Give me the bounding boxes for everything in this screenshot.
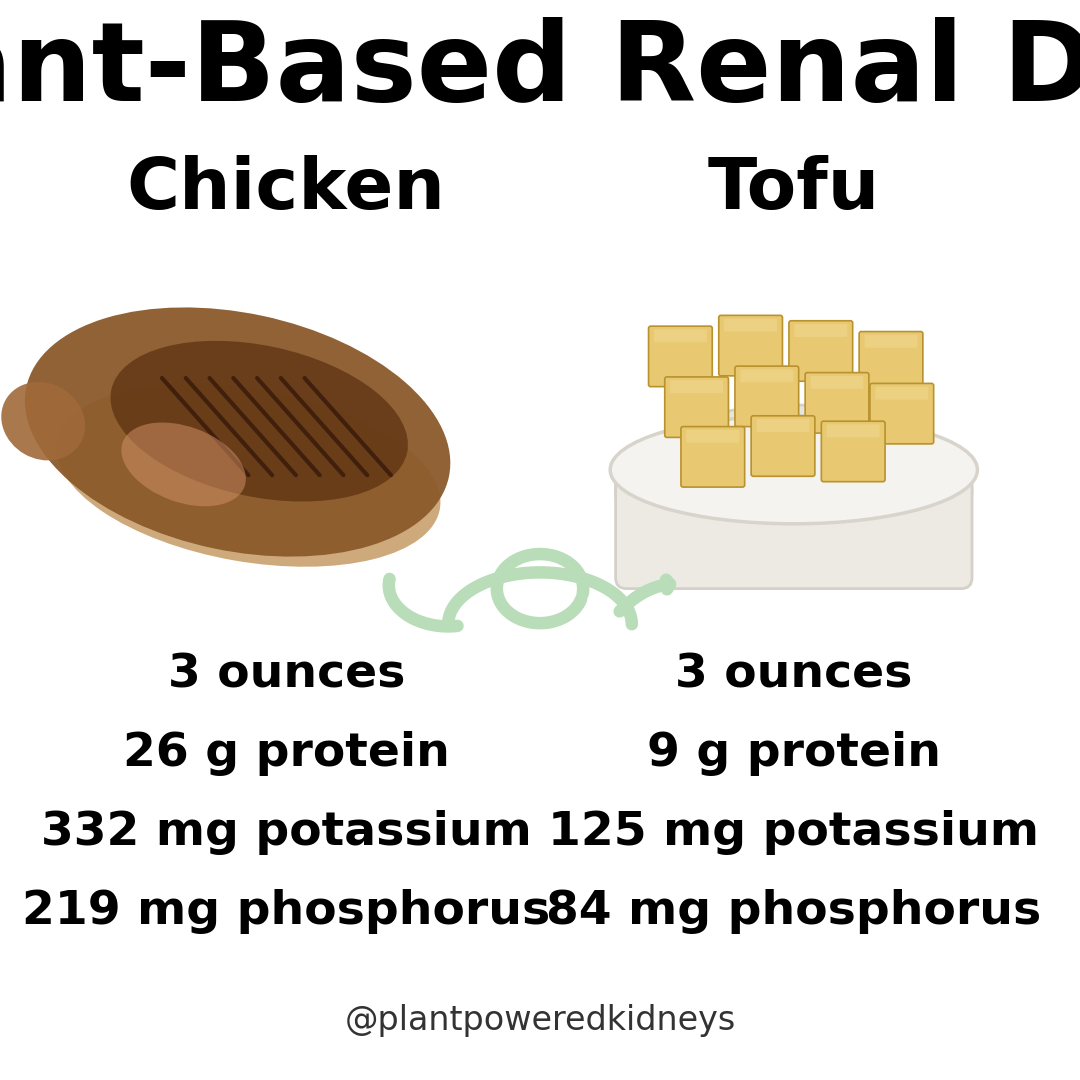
FancyBboxPatch shape	[876, 387, 929, 400]
FancyBboxPatch shape	[860, 332, 922, 392]
Ellipse shape	[1, 382, 85, 460]
FancyBboxPatch shape	[724, 319, 778, 332]
Text: Chicken: Chicken	[126, 154, 446, 224]
Text: 219 mg phosphorus: 219 mg phosphorus	[22, 889, 551, 934]
Text: @plantpoweredkidneys: @plantpoweredkidneys	[345, 1004, 735, 1037]
FancyBboxPatch shape	[864, 335, 918, 348]
FancyBboxPatch shape	[616, 459, 972, 589]
Text: Tofu: Tofu	[707, 154, 880, 224]
FancyBboxPatch shape	[654, 329, 707, 342]
Text: 332 mg potassium: 332 mg potassium	[41, 810, 531, 855]
FancyBboxPatch shape	[810, 376, 864, 389]
FancyBboxPatch shape	[719, 315, 782, 376]
Text: 3 ounces: 3 ounces	[675, 652, 913, 698]
Ellipse shape	[110, 341, 408, 501]
Ellipse shape	[121, 422, 246, 507]
Text: 84 mg phosphorus: 84 mg phosphorus	[546, 889, 1041, 934]
Text: 125 mg potassium: 125 mg potassium	[549, 810, 1039, 855]
FancyBboxPatch shape	[806, 373, 868, 433]
FancyBboxPatch shape	[681, 427, 745, 487]
Ellipse shape	[25, 308, 450, 556]
FancyBboxPatch shape	[827, 424, 880, 437]
FancyBboxPatch shape	[665, 377, 729, 437]
FancyBboxPatch shape	[741, 369, 793, 382]
Ellipse shape	[56, 383, 441, 567]
FancyBboxPatch shape	[752, 416, 814, 476]
FancyBboxPatch shape	[822, 421, 886, 482]
Ellipse shape	[610, 416, 977, 524]
FancyBboxPatch shape	[788, 321, 853, 381]
FancyBboxPatch shape	[756, 419, 810, 432]
FancyBboxPatch shape	[734, 366, 799, 427]
FancyBboxPatch shape	[870, 383, 934, 444]
FancyBboxPatch shape	[649, 326, 713, 387]
Text: 9 g protein: 9 g protein	[647, 731, 941, 777]
Text: Plant-Based Renal Diet: Plant-Based Renal Diet	[0, 16, 1080, 124]
FancyBboxPatch shape	[671, 380, 724, 393]
FancyBboxPatch shape	[795, 324, 848, 337]
Text: 26 g protein: 26 g protein	[123, 731, 449, 777]
Text: 3 ounces: 3 ounces	[167, 652, 405, 698]
FancyBboxPatch shape	[687, 430, 740, 443]
Ellipse shape	[616, 405, 972, 578]
